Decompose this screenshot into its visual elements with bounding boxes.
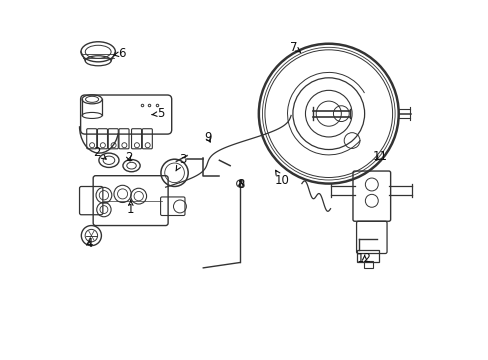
Text: 10: 10 [274,170,289,187]
Bar [363,261,372,268]
Text: 7: 7 [290,41,300,54]
Text: 2: 2 [125,151,133,164]
Text: 12: 12 [356,252,371,265]
Text: 3: 3 [176,153,186,171]
Text: 9: 9 [204,131,211,144]
Text: 4: 4 [85,237,93,250]
Text: 2: 2 [93,145,106,159]
Text: 8: 8 [237,178,244,191]
Text: 6: 6 [114,47,125,60]
Bar [357,250,378,262]
Text: 5: 5 [152,107,164,120]
Text: 11: 11 [372,150,387,163]
Text: 1: 1 [127,200,134,216]
